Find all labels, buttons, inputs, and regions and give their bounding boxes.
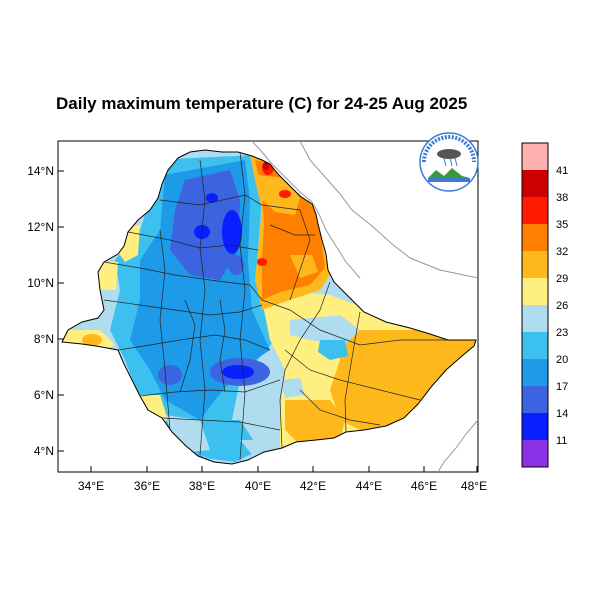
colorbar-swatch (522, 359, 548, 386)
colorbar-swatch (522, 170, 548, 197)
lon-tick-label: 34°E (78, 479, 104, 493)
colorbar-label: 26 (556, 300, 568, 312)
colorbar-swatch (522, 278, 548, 305)
temperature-field (62, 150, 476, 464)
country-boundary (61, 149, 477, 465)
lat-tick-label: 14°N (27, 164, 54, 178)
lat-tick-label: 10°N (27, 276, 54, 290)
colorbar-label: 38 (556, 192, 568, 204)
colorbar-swatch (522, 440, 548, 467)
colorbar-swatch (522, 332, 548, 359)
map-title: Daily maximum temperature (C) for 24-25 … (56, 94, 468, 113)
colorbar-label: 20 (556, 354, 568, 366)
colorbar-swatch (522, 386, 548, 413)
colorbar-label: 11 (556, 435, 567, 447)
lon-tick-label: 46°E (411, 479, 437, 493)
institute-logo (419, 132, 479, 192)
colorbar-swatch (522, 197, 548, 224)
lon-tick-labels: 34°E 36°E 38°E 40°E 42°E 44°E 46°E 48°E (78, 479, 487, 493)
lat-tick-label: 12°N (27, 220, 54, 234)
lat-tick-label: 4°N (34, 444, 54, 458)
colorbar-label: 41 (556, 165, 568, 177)
lon-tick-label: 42°E (300, 479, 326, 493)
colorbar-swatch (522, 224, 548, 251)
lon-tick-label: 38°E (189, 479, 215, 493)
lon-tick-label: 36°E (134, 479, 160, 493)
colorbar-swatch (522, 143, 548, 170)
colorbar-label: 35 (556, 219, 568, 231)
colorbar-swatch (522, 413, 548, 440)
colorbar-label: 17 (556, 381, 568, 393)
colorbar-label: 23 (556, 327, 568, 339)
admin-boundaries (103, 151, 448, 461)
lon-tick-label: 44°E (356, 479, 382, 493)
colorbar-label: 14 (556, 408, 568, 420)
lat-tick-labels: 14°N 12°N 10°N 8°N 6°N 4°N (27, 164, 54, 458)
lat-tick-label: 6°N (34, 388, 54, 402)
axis-ticks (58, 170, 478, 472)
neighbour-borders (251, 140, 479, 473)
map-frame (57, 140, 479, 473)
lat-tick-label: 8°N (34, 332, 54, 346)
colorbar-swatch (522, 251, 548, 278)
colorbar-swatch (522, 305, 548, 332)
lon-tick-label: 48°E (461, 479, 487, 493)
colorbar-label: 32 (556, 246, 568, 258)
lon-tick-label: 40°E (245, 479, 271, 493)
colorbar: 41 38 35 32 29 26 23 20 17 14 11 (521, 142, 568, 468)
colorbar-label: 29 (556, 273, 568, 285)
